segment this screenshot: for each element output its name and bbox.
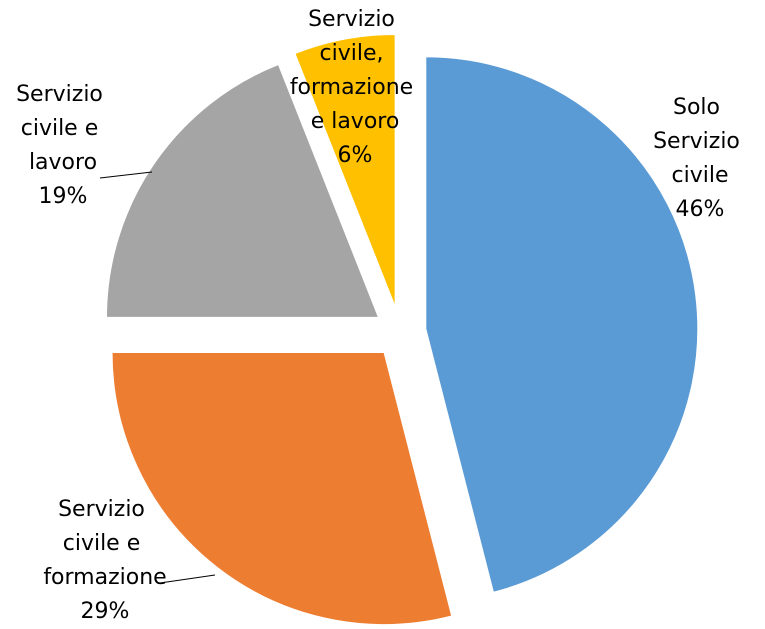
slice-value-label: 6% [338, 143, 373, 168]
slice-label: Servizio civile e lavoro [16, 82, 110, 175]
slice-label: Solo Servizio civile [653, 95, 747, 188]
leader-line [99, 171, 153, 179]
slice-label: Servizio civile e formazione [43, 497, 166, 590]
slice-value-label: 29% [81, 599, 130, 624]
leader-line [159, 574, 216, 584]
pie-slice [294, 33, 396, 307]
slice-value-label: 19% [39, 184, 88, 209]
pie-slice [111, 352, 453, 626]
slice-label: Servizio civile, formazione e lavoro [290, 7, 420, 134]
pie-slice [105, 63, 380, 318]
pie-slice [425, 56, 699, 593]
slice-value-label: 46% [676, 197, 725, 222]
